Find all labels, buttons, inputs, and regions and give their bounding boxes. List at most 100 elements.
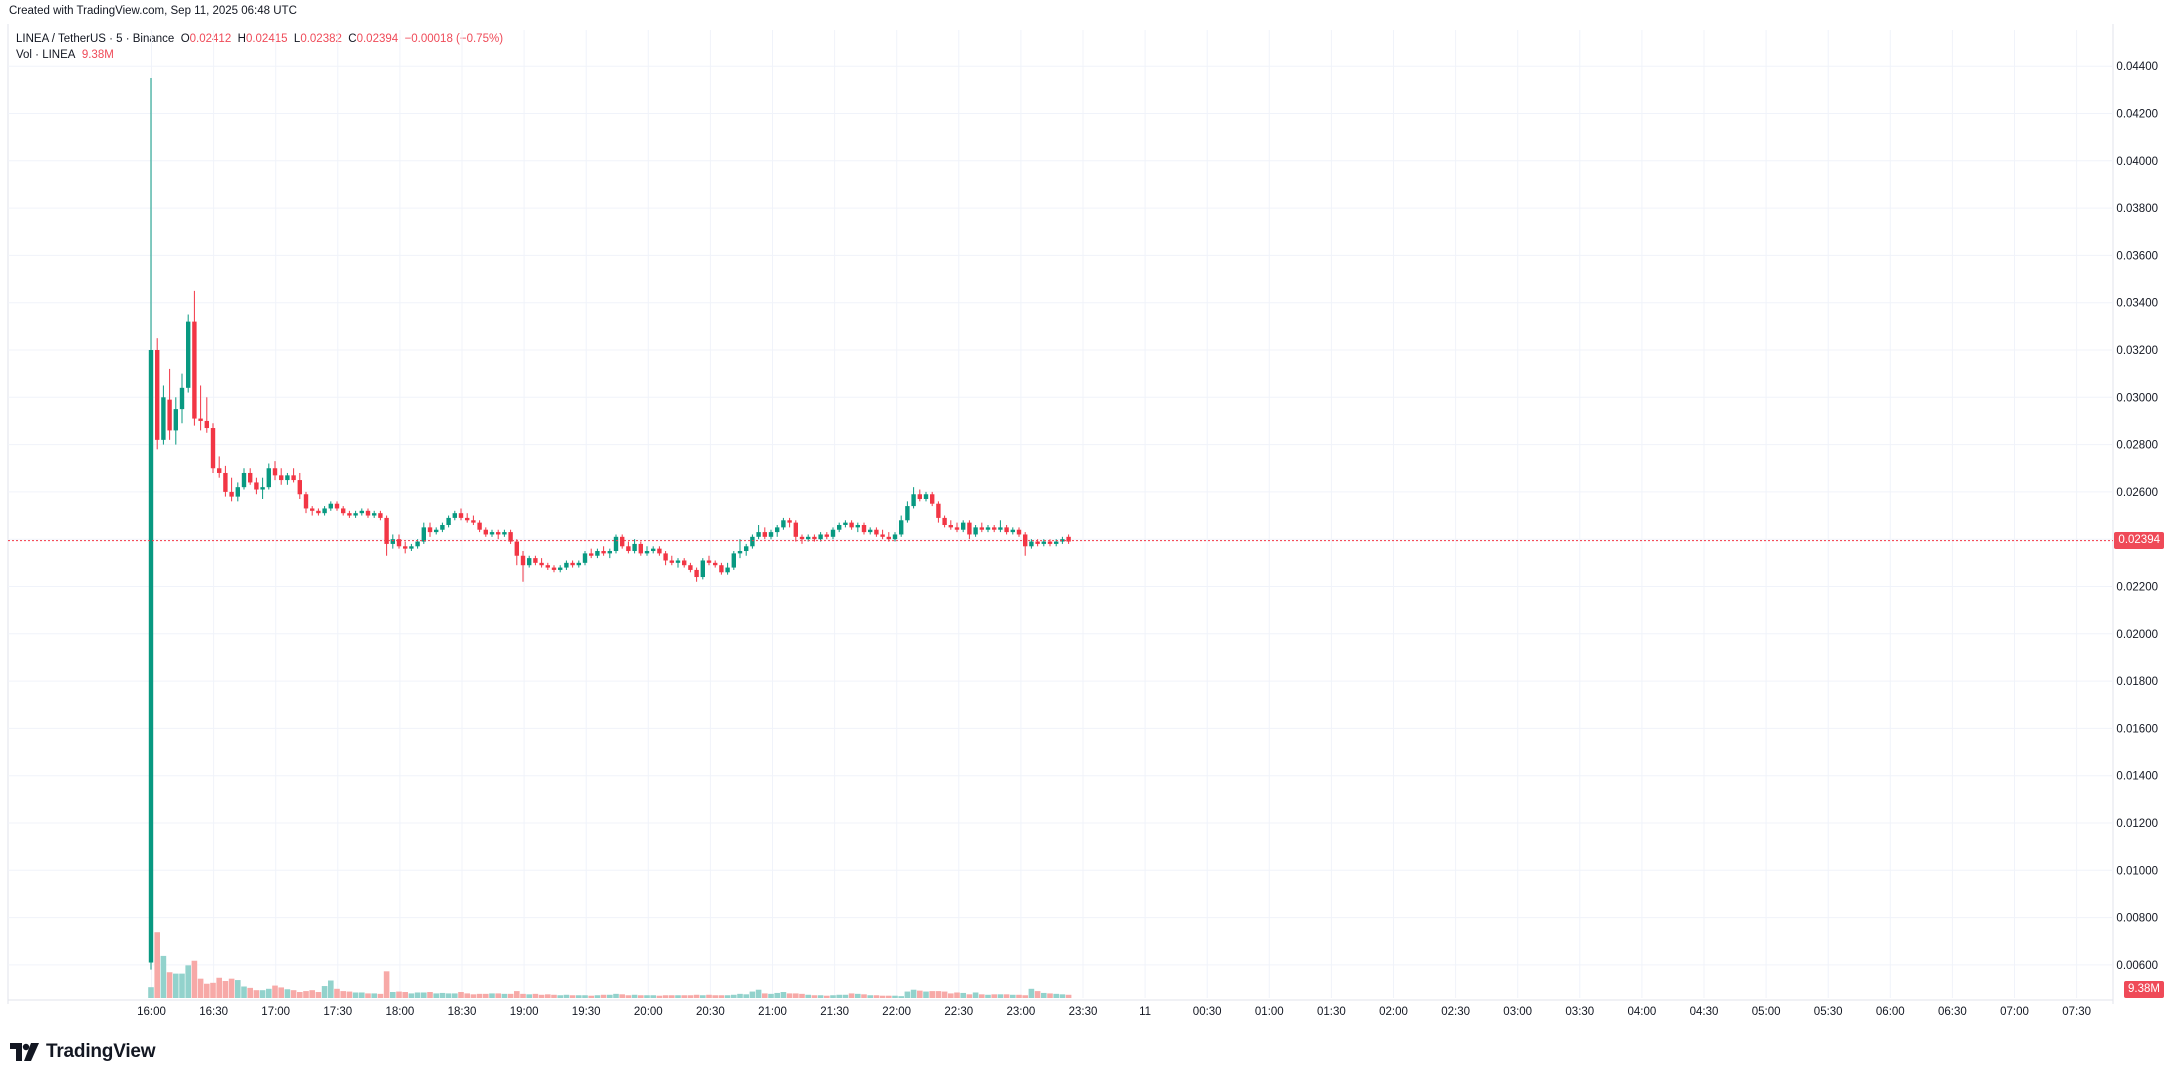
candle-body <box>409 546 414 549</box>
candle-body <box>272 468 278 476</box>
candle-body <box>737 551 743 554</box>
x-tick-label: 04:00 <box>1628 1006 1657 1018</box>
candle-body <box>787 520 792 523</box>
x-tick-label: 23:00 <box>1007 1006 1036 1018</box>
tradingview-logo[interactable]: TradingView <box>10 1041 156 1063</box>
candle-body <box>799 536 805 540</box>
volume-bar <box>619 994 625 998</box>
candle-body <box>446 517 451 525</box>
candle-body <box>372 513 377 516</box>
volume-bar <box>483 993 489 998</box>
candle-body <box>248 472 253 483</box>
candle-body <box>837 525 842 530</box>
candle-body <box>675 560 681 563</box>
volume-bar <box>241 986 247 998</box>
volume-bar <box>631 994 638 998</box>
volume-bar <box>731 994 737 998</box>
volume-bar <box>1028 988 1035 998</box>
candle-body <box>310 508 315 511</box>
volume-bar <box>830 995 836 998</box>
candle-body <box>812 536 817 540</box>
candle-body <box>1029 541 1034 547</box>
candle-body <box>595 551 600 556</box>
volume-bar <box>867 995 873 998</box>
volume-bar <box>526 994 532 998</box>
y-tick-label: 0.04000 <box>2116 156 2158 168</box>
x-tick-label: 01:00 <box>1255 1006 1284 1018</box>
candle-body <box>713 562 718 566</box>
volume-label[interactable]: Vol · LINEA <box>16 49 76 61</box>
symbol-title[interactable]: LINEA / TetherUS · 5 · Binance <box>16 33 175 45</box>
candle-body <box>1041 541 1046 544</box>
volume-bar <box>154 932 160 998</box>
volume-bar <box>892 995 898 998</box>
candle-body <box>719 565 724 573</box>
x-tick-label: 18:00 <box>386 1006 415 1018</box>
candle-body <box>1035 541 1040 544</box>
x-tick-label: 04:30 <box>1690 1006 1719 1018</box>
candle-body <box>750 536 755 547</box>
x-tick-label: 07:30 <box>2062 1006 2091 1018</box>
volume-bar <box>644 995 650 998</box>
candle-body <box>582 553 588 563</box>
time-axis[interactable]: 16:00 16:30 17:00 17:30 18:00 18:30 19:00 19:30… <box>137 1006 2091 1018</box>
volume-bar <box>197 978 204 998</box>
volume-bar <box>811 995 818 998</box>
volume-bar <box>786 993 793 998</box>
high-label: H <box>237 33 246 45</box>
candle-body <box>502 532 507 535</box>
candle-body <box>198 418 203 421</box>
last-price-tag: 0.02394 <box>2114 531 2164 549</box>
candle-body <box>297 480 302 495</box>
y-tick-label: 0.02600 <box>2116 487 2158 499</box>
volume-bar <box>272 985 278 998</box>
created-with-caption: Created with TradingView.com, Sep 11, 20… <box>9 5 297 17</box>
candle-body <box>1066 536 1071 542</box>
volume-bar <box>476 993 483 998</box>
volume-bar <box>836 994 842 998</box>
volume-bar <box>160 955 167 998</box>
volume-bar <box>303 991 309 998</box>
volume-bar <box>941 991 948 998</box>
candle-body <box>396 539 402 547</box>
candle-body <box>489 532 495 535</box>
candle-body <box>570 562 575 566</box>
volume-bar <box>588 995 594 998</box>
candle-body <box>706 560 712 563</box>
volume-bar <box>1053 993 1059 998</box>
candle-body <box>818 534 823 540</box>
volume-bar <box>954 992 960 998</box>
volume-bar <box>966 994 973 998</box>
x-tick-label: 22:30 <box>944 1006 973 1018</box>
candle-body <box>781 520 786 528</box>
close-value: 0.02394 <box>356 33 399 45</box>
volume-bar <box>749 991 756 998</box>
volume-bar <box>346 991 353 998</box>
volume-bar <box>687 995 694 998</box>
volume-bar <box>495 993 501 998</box>
volume-bar <box>842 994 849 998</box>
x-tick-label: 03:30 <box>1565 1006 1594 1018</box>
volume-bar <box>439 992 446 998</box>
volume-bar <box>935 991 942 998</box>
candle-body <box>186 321 191 388</box>
candle-body <box>508 532 513 542</box>
candle-body <box>768 532 774 537</box>
volume-bar <box>284 989 291 998</box>
chart-legend: LINEA / TetherUS · 5 · Binance O0.02412 … <box>16 31 503 63</box>
candle-body <box>973 527 978 535</box>
volume-bar <box>1016 994 1022 998</box>
volume-bar <box>755 989 762 998</box>
chart-grid <box>7 24 2114 1004</box>
volume-bar <box>235 980 241 998</box>
volume-bar <box>879 995 886 998</box>
candle-body <box>390 539 395 544</box>
candle-body <box>880 534 885 537</box>
x-tick-label: 23:30 <box>1069 1006 1098 1018</box>
volume-bar <box>278 987 284 998</box>
volume-bar <box>340 991 346 998</box>
candle-body <box>514 541 519 556</box>
price-axis[interactable]: 0.04400 0.04200 0.04000 0.03800 0.03600 0.034… <box>2116 61 2158 972</box>
candle-body <box>458 513 464 518</box>
